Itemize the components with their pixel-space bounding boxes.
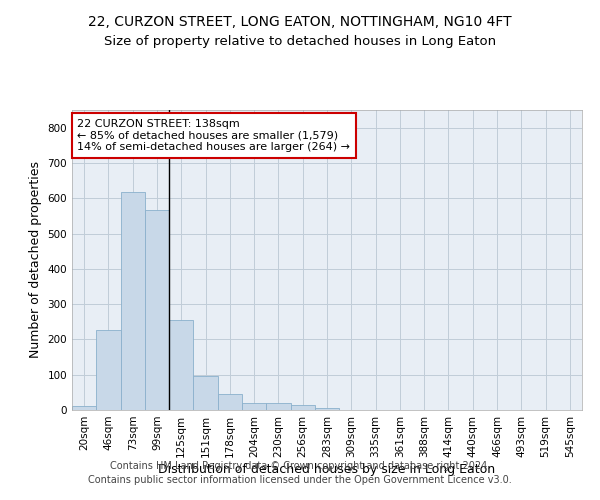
Text: Size of property relative to detached houses in Long Eaton: Size of property relative to detached ho… [104, 35, 496, 48]
Bar [96, 330, 121, 410]
Bar [72, 406, 96, 410]
Bar [121, 192, 145, 410]
Bar [145, 210, 169, 410]
Bar [290, 404, 315, 410]
Bar [169, 320, 193, 410]
Bar [266, 402, 290, 410]
Bar [193, 376, 218, 410]
Bar [218, 394, 242, 410]
Text: Contains HM Land Registry data © Crown copyright and database right 2024.
Contai: Contains HM Land Registry data © Crown c… [88, 461, 512, 485]
X-axis label: Distribution of detached houses by size in Long Eaton: Distribution of detached houses by size … [158, 462, 496, 475]
Y-axis label: Number of detached properties: Number of detached properties [29, 162, 42, 358]
Bar [315, 408, 339, 410]
Bar [242, 402, 266, 410]
Text: 22, CURZON STREET, LONG EATON, NOTTINGHAM, NG10 4FT: 22, CURZON STREET, LONG EATON, NOTTINGHA… [88, 15, 512, 29]
Text: 22 CURZON STREET: 138sqm
← 85% of detached houses are smaller (1,579)
14% of sem: 22 CURZON STREET: 138sqm ← 85% of detach… [77, 119, 350, 152]
